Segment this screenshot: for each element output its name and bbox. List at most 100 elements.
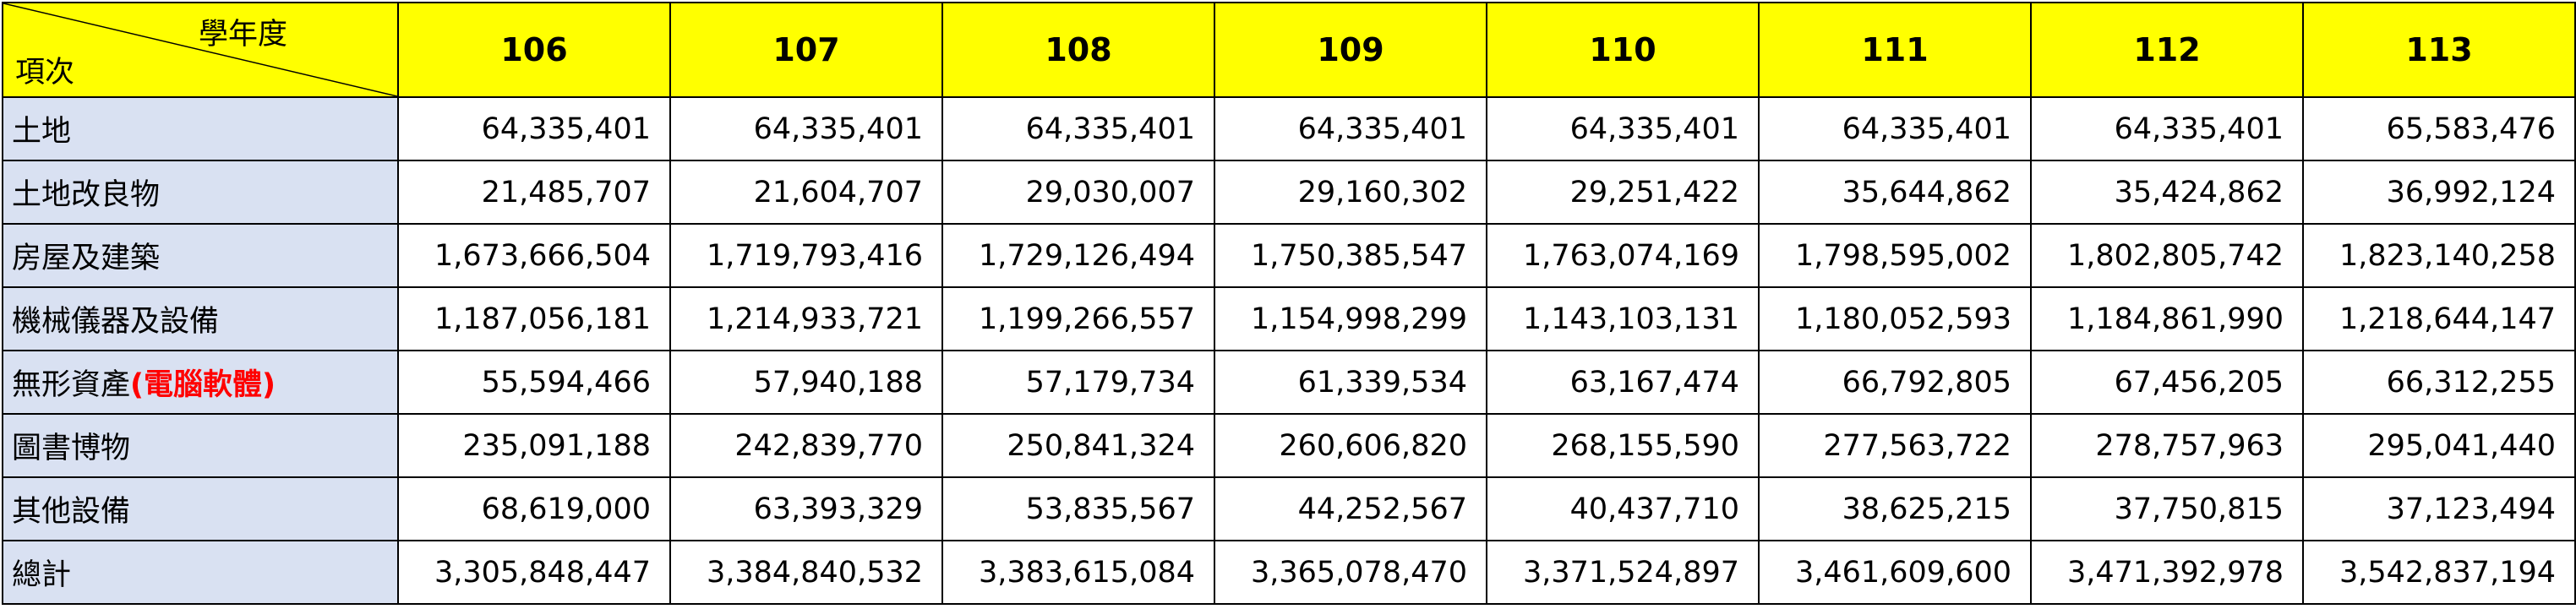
- value-cell: 61,339,534: [1214, 350, 1487, 415]
- row-label-cell: 其他設備: [2, 476, 399, 541]
- value-cell: 1,218,644,147: [2302, 286, 2576, 351]
- year-header: 112: [2030, 2, 2304, 98]
- diagonal-divider: [3, 3, 397, 96]
- value-cell: 278,757,963: [2030, 413, 2304, 478]
- value-cell: 1,143,103,131: [1486, 286, 1760, 351]
- value-cell: 35,424,862: [2030, 160, 2304, 225]
- row-label: 總計: [12, 558, 72, 592]
- value-cell: 63,393,329: [669, 476, 943, 541]
- row-label: 土地: [12, 115, 72, 149]
- value-cell: 3,384,840,532: [669, 540, 943, 605]
- row-label: 房屋及建築: [12, 242, 161, 275]
- value-cell: 1,798,595,002: [1758, 223, 2032, 288]
- year-header: 113: [2302, 2, 2576, 98]
- row-label: 圖書博物: [12, 432, 131, 465]
- row-label-cell: 總計: [2, 540, 399, 605]
- row-label-cell: 圖書博物: [2, 413, 399, 478]
- value-cell: 268,155,590: [1486, 413, 1760, 478]
- value-cell: 235,091,188: [397, 413, 671, 478]
- value-cell: 3,365,078,470: [1214, 540, 1487, 605]
- year-header: 110: [1486, 2, 1760, 98]
- header-row: 學年度 項次 106 107 108 109 110 111 112 113: [2, 2, 2576, 98]
- table-row: 土地改良物 21,485,707 21,604,707 29,030,007 29,16…: [2, 160, 2576, 225]
- value-cell: 65,583,476: [2302, 96, 2576, 161]
- value-cell: 3,461,609,600: [1758, 540, 2032, 605]
- value-cell: 250,841,324: [941, 413, 1215, 478]
- value-cell: 1,673,666,504: [397, 223, 671, 288]
- value-cell: 68,619,000: [397, 476, 671, 541]
- table-row: 圖書博物 235,091,188 242,839,770 250,841,324 260…: [2, 413, 2576, 478]
- value-cell: 55,594,466: [397, 350, 671, 415]
- value-cell: 29,030,007: [941, 160, 1215, 225]
- value-cell: 64,335,401: [2030, 96, 2304, 161]
- value-cell: 37,123,494: [2302, 476, 2576, 541]
- row-label-cell: 土地改良物: [2, 160, 399, 225]
- value-cell: 64,335,401: [397, 96, 671, 161]
- row-label-cell: 機械儀器及設備: [2, 286, 399, 351]
- value-cell: 40,437,710: [1486, 476, 1760, 541]
- value-cell: 3,383,615,084: [941, 540, 1215, 605]
- year-header: 108: [941, 2, 1215, 98]
- value-cell: 57,940,188: [669, 350, 943, 415]
- value-cell: 64,335,401: [1758, 96, 2032, 161]
- row-label: 無形資產: [12, 368, 131, 402]
- value-cell: 1,823,140,258: [2302, 223, 2576, 288]
- year-header: 111: [1758, 2, 2032, 98]
- value-cell: 64,335,401: [1214, 96, 1487, 161]
- row-label: 土地改良物: [12, 178, 161, 212]
- corner-header: 學年度 項次: [2, 2, 399, 98]
- value-cell: 277,563,722: [1758, 413, 2032, 478]
- value-cell: 37,750,815: [2030, 476, 2304, 541]
- value-cell: 21,604,707: [669, 160, 943, 225]
- value-cell: 1,750,385,547: [1214, 223, 1487, 288]
- year-header: 106: [397, 2, 671, 98]
- value-cell: 3,371,524,897: [1486, 540, 1760, 605]
- value-cell: 3,542,837,194: [2302, 540, 2576, 605]
- value-cell: 44,252,567: [1214, 476, 1487, 541]
- value-cell: 63,167,474: [1486, 350, 1760, 415]
- table-row: 機械儀器及設備 1,187,056,181 1,214,933,721 1,199,2…: [2, 286, 2576, 351]
- value-cell: 295,041,440: [2302, 413, 2576, 478]
- value-cell: 36,992,124: [2302, 160, 2576, 225]
- value-cell: 1,184,861,990: [2030, 286, 2304, 351]
- value-cell: 57,179,734: [941, 350, 1215, 415]
- year-axis-label: 學年度: [198, 18, 287, 52]
- value-cell: 1,154,998,299: [1214, 286, 1487, 351]
- table-row: 無形資產(電腦軟體) 55,594,466 57,940,188 57,179,734…: [2, 350, 2576, 415]
- value-cell: 1,214,933,721: [669, 286, 943, 351]
- value-cell: 66,312,255: [2302, 350, 2576, 415]
- row-label-cell: 無形資產(電腦軟體): [2, 350, 399, 415]
- value-cell: 260,606,820: [1214, 413, 1487, 478]
- value-cell: 64,335,401: [1486, 96, 1760, 161]
- value-cell: 242,839,770: [669, 413, 943, 478]
- value-cell: 3,471,392,978: [2030, 540, 2304, 605]
- value-cell: 64,335,401: [941, 96, 1215, 161]
- value-cell: 67,456,205: [2030, 350, 2304, 415]
- value-cell: 53,835,567: [941, 476, 1215, 541]
- value-cell: 35,644,862: [1758, 160, 2032, 225]
- row-label-cell: 土地: [2, 96, 399, 161]
- value-cell: 1,719,793,416: [669, 223, 943, 288]
- value-cell: 3,305,848,447: [397, 540, 671, 605]
- value-cell: 29,251,422: [1486, 160, 1760, 225]
- year-header: 107: [669, 2, 943, 98]
- table-row: 其他設備 68,619,000 63,393,329 53,835,567 44,252…: [2, 476, 2576, 541]
- value-cell: 1,729,126,494: [941, 223, 1215, 288]
- value-cell: 1,763,074,169: [1486, 223, 1760, 288]
- value-cell: 1,187,056,181: [397, 286, 671, 351]
- value-cell: 21,485,707: [397, 160, 671, 225]
- item-axis-label: 項次: [15, 56, 75, 90]
- year-header: 109: [1214, 2, 1487, 98]
- value-cell: 1,199,266,557: [941, 286, 1215, 351]
- row-label: 其他設備: [12, 495, 131, 529]
- table-row: 土地 64,335,401 64,335,401 64,335,401 64,335,4…: [2, 96, 2576, 161]
- value-cell: 38,625,215: [1758, 476, 2032, 541]
- value-cell: 29,160,302: [1214, 160, 1487, 225]
- value-cell: 66,792,805: [1758, 350, 2032, 415]
- value-cell: 64,335,401: [669, 96, 943, 161]
- row-label-cell: 房屋及建築: [2, 223, 399, 288]
- value-cell: 1,802,805,742: [2030, 223, 2304, 288]
- row-label: 機械儀器及設備: [12, 305, 220, 339]
- table-row: 房屋及建築 1,673,666,504 1,719,793,416 1,729,126…: [2, 223, 2576, 288]
